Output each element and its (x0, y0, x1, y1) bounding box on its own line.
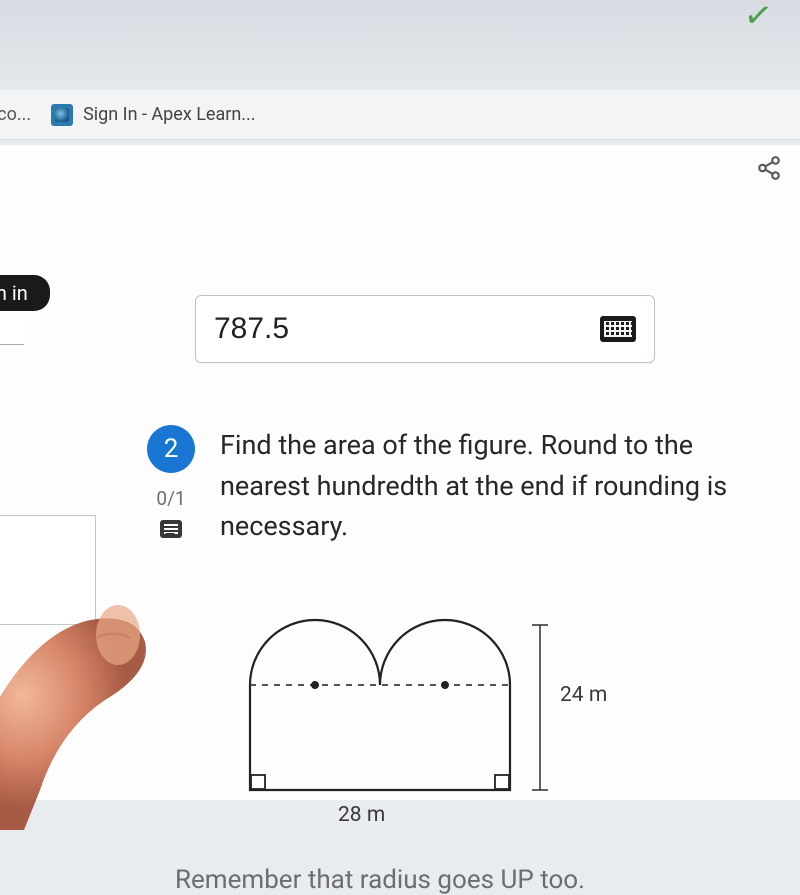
bookmark-item[interactable]: w.co... (0, 104, 31, 125)
question-text: Find the area of the figure. Round to th… (220, 425, 740, 547)
top-toolbar (756, 155, 782, 181)
zoom-input[interactable] (0, 317, 24, 345)
browser-chrome-top: ✓ (0, 0, 800, 90)
bookmark-label: w.co... (0, 104, 31, 125)
chat-icon[interactable] (160, 520, 182, 538)
question-number-badge[interactable]: 2 (147, 425, 195, 473)
hint-text: Remember that radius goes UP too. (175, 865, 585, 895)
dimension-height-label: 24 m (560, 683, 607, 707)
answer-input[interactable] (214, 312, 600, 346)
bookmark-label: Sign In - Apex Learn... (83, 104, 255, 125)
figure-svg (215, 605, 625, 825)
page-content: om in 2 0/1 Find the area of the figure.… (0, 145, 800, 800)
left-rail: om in (0, 275, 110, 625)
question-number: 2 (164, 434, 179, 464)
favicon-icon (51, 104, 73, 126)
checkmark-icon: ✓ (741, 0, 775, 38)
question-meta: 2 0/1 (140, 425, 202, 538)
nav-box[interactable] (0, 515, 96, 625)
question-row: 2 0/1 Find the area of the figure. Round… (140, 425, 760, 547)
zoom-label: om in (0, 281, 28, 305)
keyboard-icon[interactable] (600, 316, 636, 342)
question-score: 0/1 (156, 487, 185, 510)
answer-input-container (195, 295, 655, 363)
figure (215, 605, 625, 825)
bookmark-item[interactable]: Sign In - Apex Learn... (51, 104, 255, 126)
share-icon[interactable] (756, 155, 782, 181)
dimension-width-label: 28 m (338, 803, 385, 827)
zoom-in-button[interactable]: om in (0, 275, 50, 311)
bookmark-bar: w.co... Sign In - Apex Learn... (0, 90, 800, 140)
